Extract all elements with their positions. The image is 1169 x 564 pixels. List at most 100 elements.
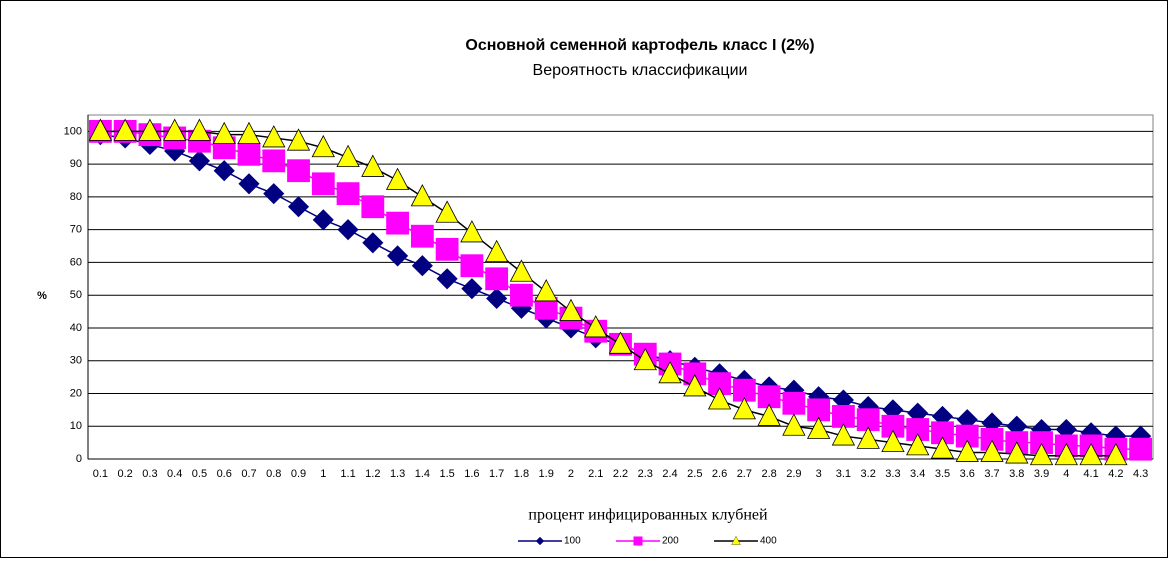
data-point — [336, 182, 360, 206]
data-point — [707, 387, 732, 410]
data-point — [906, 433, 930, 456]
x-tick-label: 0.6 — [217, 468, 232, 480]
x-tick-label: 2.7 — [737, 468, 752, 480]
data-point — [336, 144, 360, 167]
data-point — [88, 118, 113, 141]
data-point — [287, 196, 310, 218]
x-tick-label: 4.2 — [1108, 468, 1123, 480]
data-point — [1129, 437, 1153, 461]
data-point — [782, 391, 806, 415]
data-point — [1005, 441, 1029, 464]
data-point — [435, 200, 459, 223]
x-tick-label: 4.1 — [1083, 468, 1098, 480]
data-point — [286, 128, 311, 151]
data-point — [955, 439, 979, 462]
data-point — [485, 267, 509, 291]
x-axis-label: процент инфицированных клубней — [528, 507, 768, 524]
data-point — [435, 237, 459, 261]
data-point — [608, 331, 633, 354]
data-point — [559, 298, 583, 321]
x-tick-label: 3.3 — [885, 468, 900, 480]
data-point — [1054, 442, 1078, 466]
data-point — [460, 254, 484, 278]
y-tick-label: 30 — [70, 355, 82, 367]
data-point — [534, 279, 558, 302]
x-tick-label: 0.3 — [142, 468, 157, 480]
y-axis-label: % — [37, 290, 47, 302]
data-point — [658, 360, 682, 384]
x-tick-label: 1.9 — [539, 468, 554, 480]
y-tick-label: 60 — [70, 256, 82, 268]
data-point — [411, 255, 433, 277]
data-point — [387, 245, 409, 267]
data-point — [188, 150, 211, 172]
x-tick-label: 0.1 — [93, 468, 108, 480]
x-tick-label: 1.1 — [340, 468, 355, 480]
x-tick-label: 2.2 — [613, 468, 628, 480]
x-tick-label: 2.5 — [687, 468, 702, 480]
data-point — [485, 239, 509, 263]
data-point — [509, 259, 534, 282]
x-tick-label: 4 — [1063, 468, 1069, 480]
x-tick-label: 3.1 — [836, 468, 851, 480]
data-point — [237, 142, 261, 166]
plot-area — [87, 114, 1154, 460]
legend-marker — [731, 535, 741, 545]
x-tick-label: 3.2 — [861, 468, 876, 480]
data-point — [163, 118, 187, 141]
data-point — [410, 224, 434, 248]
data-point — [806, 416, 831, 439]
data-point — [461, 278, 483, 300]
y-tick-label: 100 — [64, 125, 82, 137]
x-tick-label: 3.6 — [960, 468, 975, 480]
y-tick-label: 20 — [70, 387, 82, 399]
data-point — [633, 347, 657, 371]
x-tick-label: 1.3 — [390, 468, 405, 480]
data-point — [980, 439, 1004, 462]
legend-marker — [633, 536, 643, 546]
legend-marker — [535, 536, 545, 546]
data-point — [138, 118, 162, 141]
y-tick-label: 40 — [70, 322, 82, 334]
y-tick-label: 50 — [70, 289, 82, 301]
x-tick-label: 1.4 — [415, 468, 430, 480]
x-tick-label: 3.4 — [910, 468, 925, 480]
x-tick-label: 0.2 — [118, 468, 133, 480]
data-point — [460, 220, 484, 243]
data-point — [237, 121, 261, 145]
x-tick-label: 1.7 — [489, 468, 504, 480]
x-tick-label: 0.7 — [241, 468, 256, 480]
data-point — [361, 154, 385, 177]
x-tick-label: 1 — [320, 468, 326, 480]
x-tick-label: 1.6 — [464, 468, 479, 480]
x-tick-label: 3.5 — [935, 468, 950, 480]
y-tick-label: 70 — [70, 224, 82, 236]
data-point — [856, 426, 880, 449]
x-tick-label: 2.8 — [761, 468, 776, 480]
legend-label: 200 — [662, 536, 679, 547]
x-tick-label: 2.4 — [662, 468, 677, 480]
x-tick-label: 0.4 — [167, 468, 182, 480]
x-tick-label: 1.2 — [365, 468, 380, 480]
x-tick-label: 2.6 — [712, 468, 727, 480]
data-point — [757, 403, 781, 426]
x-tick-label: 2.9 — [786, 468, 801, 480]
x-tick-label: 2 — [568, 468, 574, 480]
data-point — [238, 173, 260, 195]
data-point — [113, 118, 137, 141]
data-point — [1029, 442, 1054, 466]
data-point — [930, 436, 955, 459]
data-point — [362, 232, 384, 254]
x-tick-label: 3.8 — [1009, 468, 1024, 480]
legend-label: 400 — [760, 536, 777, 547]
y-tick-label: 90 — [70, 158, 82, 170]
x-tick-label: 2.3 — [638, 468, 653, 480]
chart-subtitle: Вероятность классификации — [533, 62, 748, 79]
data-point — [311, 172, 335, 196]
x-tick-label: 3.9 — [1034, 468, 1049, 480]
data-point — [831, 423, 856, 446]
data-point — [213, 160, 235, 182]
data-point — [386, 211, 409, 235]
data-point — [262, 149, 286, 173]
data-point — [312, 209, 334, 231]
